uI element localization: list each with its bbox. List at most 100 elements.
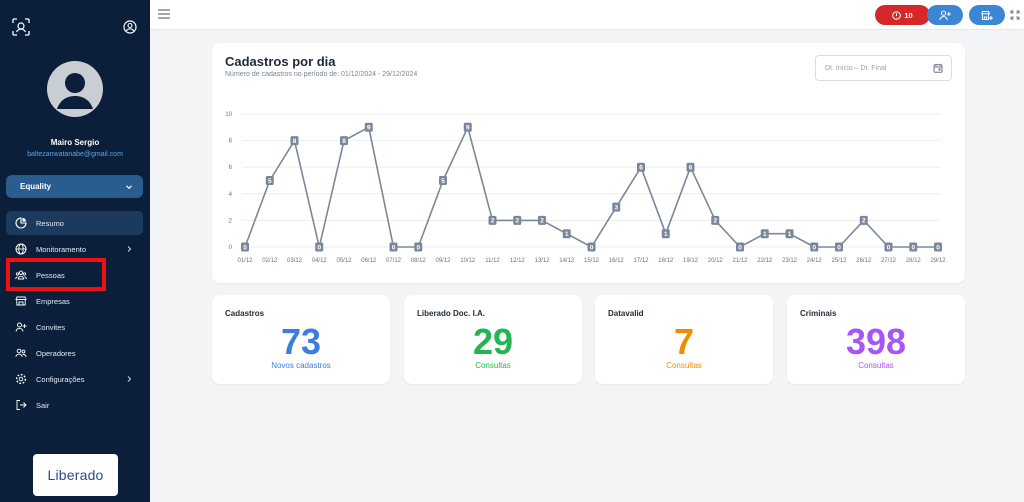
data-point (711, 215, 720, 225)
data-label: 2 (862, 218, 866, 225)
stat-caption: Consultas (475, 361, 511, 370)
data-point (315, 242, 324, 252)
x-tick-label: 08/12 (411, 258, 427, 264)
sidebar-item-pessoas[interactable]: Pessoas (6, 263, 143, 287)
menu-icon[interactable] (158, 9, 170, 19)
x-tick-label: 21/12 (732, 258, 748, 264)
add-company-button[interactable] (969, 5, 1005, 25)
stat-caption: Consultas (858, 361, 894, 370)
x-tick-label: 29/12 (930, 258, 946, 264)
data-point (488, 215, 497, 225)
fullscreen-icon[interactable] (1010, 10, 1020, 20)
globe-icon (15, 243, 27, 255)
calendar-icon[interactable] (933, 63, 943, 73)
data-label: 0 (936, 244, 940, 251)
data-point (835, 242, 843, 252)
data-point (909, 242, 918, 252)
company-select-label: Equality (20, 182, 52, 191)
sidebar-item-monitoramento[interactable]: Monitoramento (6, 237, 143, 261)
data-point (414, 242, 423, 252)
logout-icon (15, 399, 27, 411)
data-label: 2 (491, 218, 495, 225)
data-label: 0 (812, 244, 816, 251)
chart-subtitle: Número de cadastros no período de: 01/12… (225, 71, 418, 78)
x-tick-label: 22/12 (757, 258, 773, 264)
x-tick-label: 10/12 (460, 258, 476, 264)
alert-icon (892, 10, 902, 20)
x-tick-label: 02/12 (262, 258, 278, 264)
data-point (736, 242, 744, 252)
stat-label: Cadastros (225, 309, 265, 318)
data-label: 0 (392, 244, 396, 251)
data-point (389, 242, 398, 252)
data-point (265, 176, 274, 185)
stat-card-liberado-doc: Liberado Doc. I.A. 29 Consultas (404, 295, 582, 384)
data-point (439, 176, 447, 185)
data-point (785, 229, 794, 239)
data-label: 2 (540, 218, 544, 225)
data-label: 8 (293, 138, 297, 145)
sidebar-menu: Resumo Monitoramento Pessoas Empresas (6, 211, 143, 419)
x-tick-label: 12/12 (510, 258, 526, 264)
date-range-input[interactable]: Dt. Início – Dt. Final (815, 55, 952, 81)
sidebar-item-label: Resumo (36, 218, 64, 228)
data-point (290, 136, 299, 146)
sidebar-item-resumo[interactable]: Resumo (6, 211, 143, 235)
stat-value: 29 (472, 321, 514, 362)
chevron-right-icon (127, 246, 132, 252)
gear-icon (15, 373, 27, 385)
data-point (562, 229, 571, 239)
y-tick-label: 4 (229, 192, 233, 198)
data-label: 0 (416, 244, 420, 251)
brand-name: Liberado (47, 467, 104, 483)
stat-label: Criminais (800, 309, 837, 318)
chart-title: Cadastros por dia (225, 54, 336, 69)
topbar: 10 (150, 0, 1024, 30)
data-point (241, 242, 249, 252)
people-icon (15, 269, 27, 281)
data-point (934, 242, 942, 252)
sidebar-item-sair[interactable]: Sair (6, 393, 143, 417)
sidebar-item-operadores[interactable]: Operadores (6, 341, 143, 365)
x-tick-label: 15/12 (584, 258, 600, 264)
stat-label: Liberado Doc. I.A. (417, 309, 486, 318)
x-tick-label: 19/12 (683, 258, 699, 264)
data-label: 2 (713, 218, 717, 225)
sidebar-item-label: Pessoas (36, 270, 65, 280)
stat-value: 7 (673, 321, 695, 362)
x-tick-label: 16/12 (609, 258, 625, 264)
sidebar: Mairo Sergio baltezanwatanabe@gmail.com … (0, 0, 150, 502)
store-icon (15, 295, 27, 307)
add-person-button[interactable] (927, 5, 963, 25)
data-point (513, 215, 522, 225)
data-label: 0 (590, 244, 594, 251)
x-tick-label: 13/12 (534, 258, 550, 264)
x-tick-label: 07/12 (386, 258, 402, 264)
data-label: 5 (441, 178, 445, 185)
alerts-button[interactable]: 10 (875, 5, 930, 25)
data-label: 0 (911, 244, 915, 251)
stat-value: 73 (280, 321, 322, 362)
account-circle-icon[interactable] (123, 20, 137, 34)
alerts-count: 10 (904, 10, 913, 20)
company-select[interactable]: Equality (6, 175, 143, 198)
x-tick-label: 26/12 (856, 258, 872, 264)
sidebar-item-empresas[interactable]: Empresas (6, 289, 143, 313)
add-store-icon (981, 10, 993, 20)
face-scan-icon[interactable] (12, 18, 30, 36)
x-tick-label: 11/12 (485, 258, 500, 264)
person-add-icon (15, 321, 27, 333)
data-label: 6 (689, 165, 693, 172)
data-label: 9 (466, 125, 470, 132)
sidebar-item-configuracoes[interactable]: Configurações (6, 367, 143, 391)
data-label: 0 (317, 244, 321, 251)
x-tick-label: 05/12 (336, 258, 352, 264)
y-tick-label: 6 (229, 165, 233, 171)
sidebar-item-convites[interactable]: Convites (6, 315, 143, 339)
y-tick-label: 10 (225, 112, 232, 118)
y-tick-label: 0 (229, 245, 233, 251)
avatar[interactable] (47, 61, 103, 117)
series-line (244, 126, 938, 248)
data-label: 1 (664, 231, 668, 238)
